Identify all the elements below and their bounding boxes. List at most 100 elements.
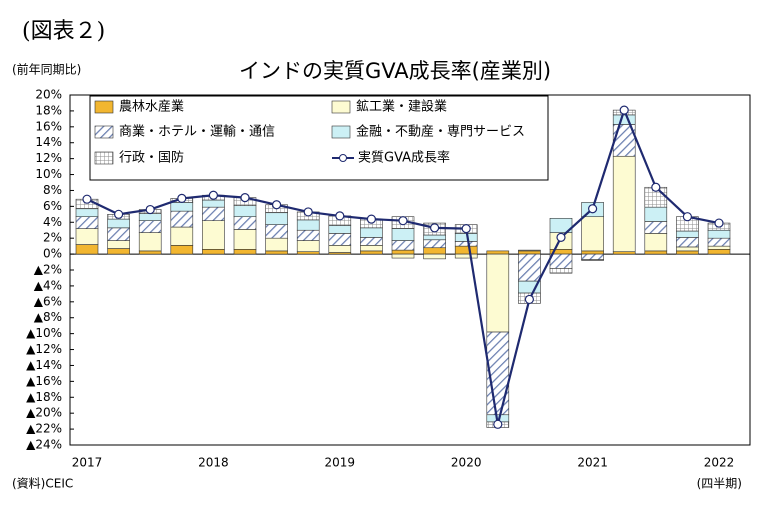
y-tick-label: ▲4% xyxy=(34,278,62,292)
bar-segment xyxy=(107,240,130,249)
bar-segment xyxy=(644,233,668,252)
bar-segment xyxy=(360,245,383,252)
legend-label: 金融・不動産・専門サービス xyxy=(356,124,525,140)
y-tick-label: ▲20% xyxy=(26,406,62,420)
y-tick-label: 10% xyxy=(35,167,62,181)
bar-segment xyxy=(202,199,225,208)
legend-label: 実質GVA成長率 xyxy=(358,150,450,166)
bar-segment xyxy=(707,249,731,255)
chart-title: インドの実質GVA成長率(産業別) xyxy=(239,59,551,83)
bar-segment xyxy=(612,114,636,125)
y-tick-label: 6% xyxy=(43,199,62,213)
bar-segment xyxy=(138,220,162,233)
bar-segment xyxy=(549,217,573,233)
line-marker xyxy=(82,194,92,204)
y-tick-label: ▲18% xyxy=(26,390,62,404)
legend-label: 鉱工業・建設業 xyxy=(356,99,447,115)
bar-segment xyxy=(360,250,383,255)
bar-segment xyxy=(75,228,99,245)
y-tick-label: 12% xyxy=(35,151,62,165)
line-marker xyxy=(208,190,218,200)
bar-segment xyxy=(707,237,731,247)
x-tick-label: 2020 xyxy=(451,456,482,470)
bar-segment xyxy=(107,227,130,241)
legend-swatch xyxy=(331,100,351,114)
bar-segment xyxy=(138,232,162,252)
bar-segment xyxy=(296,251,320,255)
line-marker xyxy=(335,211,345,221)
line-marker xyxy=(651,182,661,192)
y-tick-label: ▲14% xyxy=(26,358,62,372)
bar-segment xyxy=(518,253,541,282)
figure-label: (図表２) xyxy=(22,19,105,44)
y-tick-label: 2% xyxy=(43,231,62,245)
bar-segment xyxy=(170,202,194,212)
x-tick-label: 2022 xyxy=(704,456,735,470)
bar-segment xyxy=(486,250,510,255)
bar-segment xyxy=(75,208,99,218)
legend-label: 商業・ホテル・運輸・通信 xyxy=(119,124,275,140)
bar-segment xyxy=(233,216,257,230)
y-tick-label: ▲22% xyxy=(26,422,62,436)
line-marker xyxy=(682,212,693,222)
legend-marker xyxy=(339,154,347,162)
legend-swatch xyxy=(94,125,114,139)
x-tick-label: 2018 xyxy=(198,456,229,470)
y-tick-label: ▲12% xyxy=(26,342,62,356)
legend-label: 農林水産業 xyxy=(119,99,184,115)
line-marker xyxy=(714,218,724,228)
line-marker xyxy=(461,224,471,234)
bar-segment xyxy=(296,219,320,231)
legend-swatch xyxy=(331,125,351,139)
bar-segment xyxy=(644,221,668,234)
source: (資料)CEIC xyxy=(12,477,73,491)
bar-segment xyxy=(296,229,320,241)
x-tick-label: 2017 xyxy=(72,456,103,470)
legend-swatch xyxy=(94,151,114,165)
line-marker xyxy=(113,209,124,219)
bar-segment xyxy=(644,250,668,255)
bar-segment xyxy=(265,212,288,225)
line-marker xyxy=(177,193,187,204)
line-marker xyxy=(430,223,440,233)
legend-label: 行政・国防 xyxy=(119,150,184,166)
bar-segment xyxy=(676,230,699,238)
y-tick-label: 14% xyxy=(35,135,62,149)
bar-segment xyxy=(328,225,352,234)
bar-segment xyxy=(138,250,162,255)
bar-segment xyxy=(391,253,415,259)
y-tick-label: 18% xyxy=(35,103,62,117)
bar-segment xyxy=(265,237,288,252)
y-tick-label: 20% xyxy=(35,88,62,102)
bar-segment xyxy=(454,253,478,259)
bar-segment xyxy=(707,245,731,250)
y-tick-label: ▲24% xyxy=(26,438,62,452)
line-marker xyxy=(240,193,250,203)
x-tick-label: 2019 xyxy=(325,456,356,470)
bar-segment xyxy=(233,205,257,218)
bar-segment xyxy=(202,249,225,255)
bar-segment xyxy=(581,259,604,261)
line-marker xyxy=(493,419,503,429)
bar-segment xyxy=(454,245,478,255)
bar-segment xyxy=(75,216,99,229)
line-marker xyxy=(398,216,408,226)
y-tick-label: ▲16% xyxy=(26,374,62,388)
line-marker xyxy=(303,207,313,217)
y-tick-label: ▲2% xyxy=(34,263,62,277)
bar-segment xyxy=(328,245,352,253)
bar-segment xyxy=(549,253,573,269)
bar-segment xyxy=(423,239,446,249)
bar-segment xyxy=(676,237,699,248)
bar-segment xyxy=(170,210,194,228)
bar-segment xyxy=(486,253,510,333)
bar-segment xyxy=(170,245,194,255)
bar-segment xyxy=(707,229,731,239)
bar-segment xyxy=(138,213,162,221)
bar-segment xyxy=(265,224,288,239)
line-marker xyxy=(366,214,376,224)
bar-segment xyxy=(423,234,446,241)
bar-segment xyxy=(581,253,604,260)
bar-segment xyxy=(676,246,699,252)
